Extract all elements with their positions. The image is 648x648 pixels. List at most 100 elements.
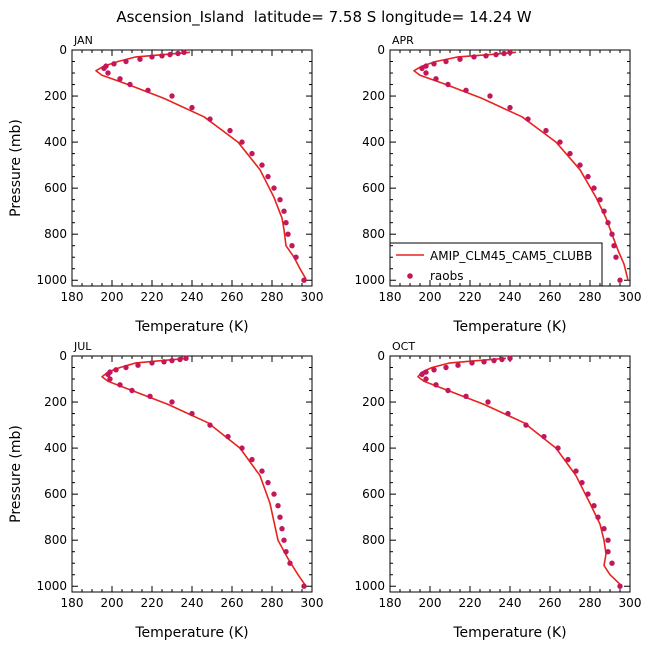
raobs-point <box>111 61 117 67</box>
x-tick-label: 180 <box>379 290 402 304</box>
raobs-point <box>239 445 245 451</box>
raobs-point <box>147 393 153 399</box>
raobs-point <box>283 220 289 226</box>
raobs-point <box>189 410 195 417</box>
raobs-point <box>105 371 111 378</box>
raobs-point <box>423 369 429 375</box>
raobs-point <box>471 54 477 60</box>
x-tick-label: 220 <box>459 290 482 304</box>
x-tick-label: 300 <box>619 290 642 304</box>
raobs-point <box>445 387 451 394</box>
y-tick-label: 400 <box>362 441 385 455</box>
y-tick-label: 200 <box>44 395 67 409</box>
x-tick-label: 260 <box>539 290 562 304</box>
raobs-points <box>101 49 307 283</box>
x-tick-label: 180 <box>61 290 84 304</box>
raobs-point <box>443 364 449 371</box>
raobs-point <box>277 514 283 520</box>
raobs-point <box>483 53 489 59</box>
raobs-point <box>455 362 461 368</box>
y-tick-label: 400 <box>44 441 67 455</box>
raobs-point <box>557 139 563 145</box>
raobs-point <box>565 456 571 463</box>
raobs-point <box>585 173 591 180</box>
raobs-point <box>609 560 615 566</box>
raobs-point <box>167 51 173 58</box>
plot-frame <box>71 355 313 593</box>
y-tick-label: 600 <box>362 181 385 195</box>
raobs-point <box>481 359 487 365</box>
x-axis-label: Temperature (K) <box>452 319 566 335</box>
raobs-point <box>105 70 111 76</box>
x-tick-label: 200 <box>419 596 442 610</box>
y-axis-label: Pressure (mb) <box>8 425 24 523</box>
raobs-point <box>129 387 135 394</box>
raobs-point <box>207 422 213 428</box>
model-profile-line <box>95 51 307 280</box>
panel-jul: JUL Temperature (K) Pressure (mb) 180 200… <box>8 340 323 641</box>
raobs-point <box>123 364 129 371</box>
panel-label: APR <box>392 34 414 47</box>
x-tick-label: 180 <box>61 596 84 610</box>
raobs-point <box>271 491 277 497</box>
raobs-point <box>265 479 271 486</box>
raobs-point <box>613 254 619 260</box>
x-tick-label: 220 <box>459 596 482 610</box>
raobs-point <box>423 63 429 69</box>
y-tick-label: 200 <box>362 395 385 409</box>
raobs-point <box>279 526 285 532</box>
x-tick-label: 260 <box>221 596 244 610</box>
raobs-point <box>169 93 175 99</box>
plot-frame <box>71 49 313 287</box>
raobs-point <box>523 422 529 428</box>
y-tick-label: 800 <box>362 227 385 241</box>
model-profile-line <box>417 357 623 587</box>
raobs-points <box>105 355 307 589</box>
raobs-point <box>597 197 603 203</box>
x-tick-label: 240 <box>181 290 204 304</box>
x-tick-label: 300 <box>301 290 324 304</box>
raobs-point <box>249 150 255 157</box>
raobs-point <box>159 53 165 59</box>
raobs-point <box>487 93 493 99</box>
raobs-point <box>491 357 497 364</box>
y-tick-label: 800 <box>44 227 67 241</box>
raobs-point <box>101 65 107 72</box>
axis-ticks <box>71 49 313 286</box>
raobs-point <box>301 583 307 589</box>
raobs-point <box>445 81 451 88</box>
raobs-point <box>249 456 255 463</box>
raobs-point <box>463 393 469 399</box>
raobs-point <box>285 231 291 237</box>
raobs-point <box>611 243 617 249</box>
model-profile-line <box>101 357 307 587</box>
raobs-point <box>463 87 469 94</box>
y-axis-label: Pressure (mb) <box>8 119 24 217</box>
legend: AMIP_CLM45_CAM5_CLUBB raobs <box>389 242 603 287</box>
legend-model-label: AMIP_CLM45_CAM5_CLUBB <box>430 249 592 263</box>
raobs-point <box>601 526 607 532</box>
raobs-point <box>419 65 425 72</box>
y-tick-label: 1000 <box>354 579 385 593</box>
raobs-point <box>137 56 143 62</box>
x-tick-label: 240 <box>499 596 522 610</box>
raobs-point <box>149 360 155 366</box>
axis-ticks <box>71 355 313 592</box>
raobs-point <box>145 87 151 94</box>
raobs-point <box>431 61 437 67</box>
y-tick-label: 200 <box>362 89 385 103</box>
x-tick-label: 260 <box>539 596 562 610</box>
y-tick-label: 400 <box>362 135 385 149</box>
x-tick-label: 280 <box>579 596 602 610</box>
raobs-point <box>555 445 561 451</box>
raobs-points <box>419 355 623 589</box>
raobs-point <box>433 76 439 82</box>
raobs-point <box>265 173 271 180</box>
y-tick-label: 600 <box>44 181 67 195</box>
raobs-point <box>423 376 429 382</box>
y-tick-label: 0 <box>377 43 385 57</box>
y-tick-label: 600 <box>362 487 385 501</box>
raobs-point <box>169 357 175 364</box>
raobs-point <box>501 50 507 57</box>
